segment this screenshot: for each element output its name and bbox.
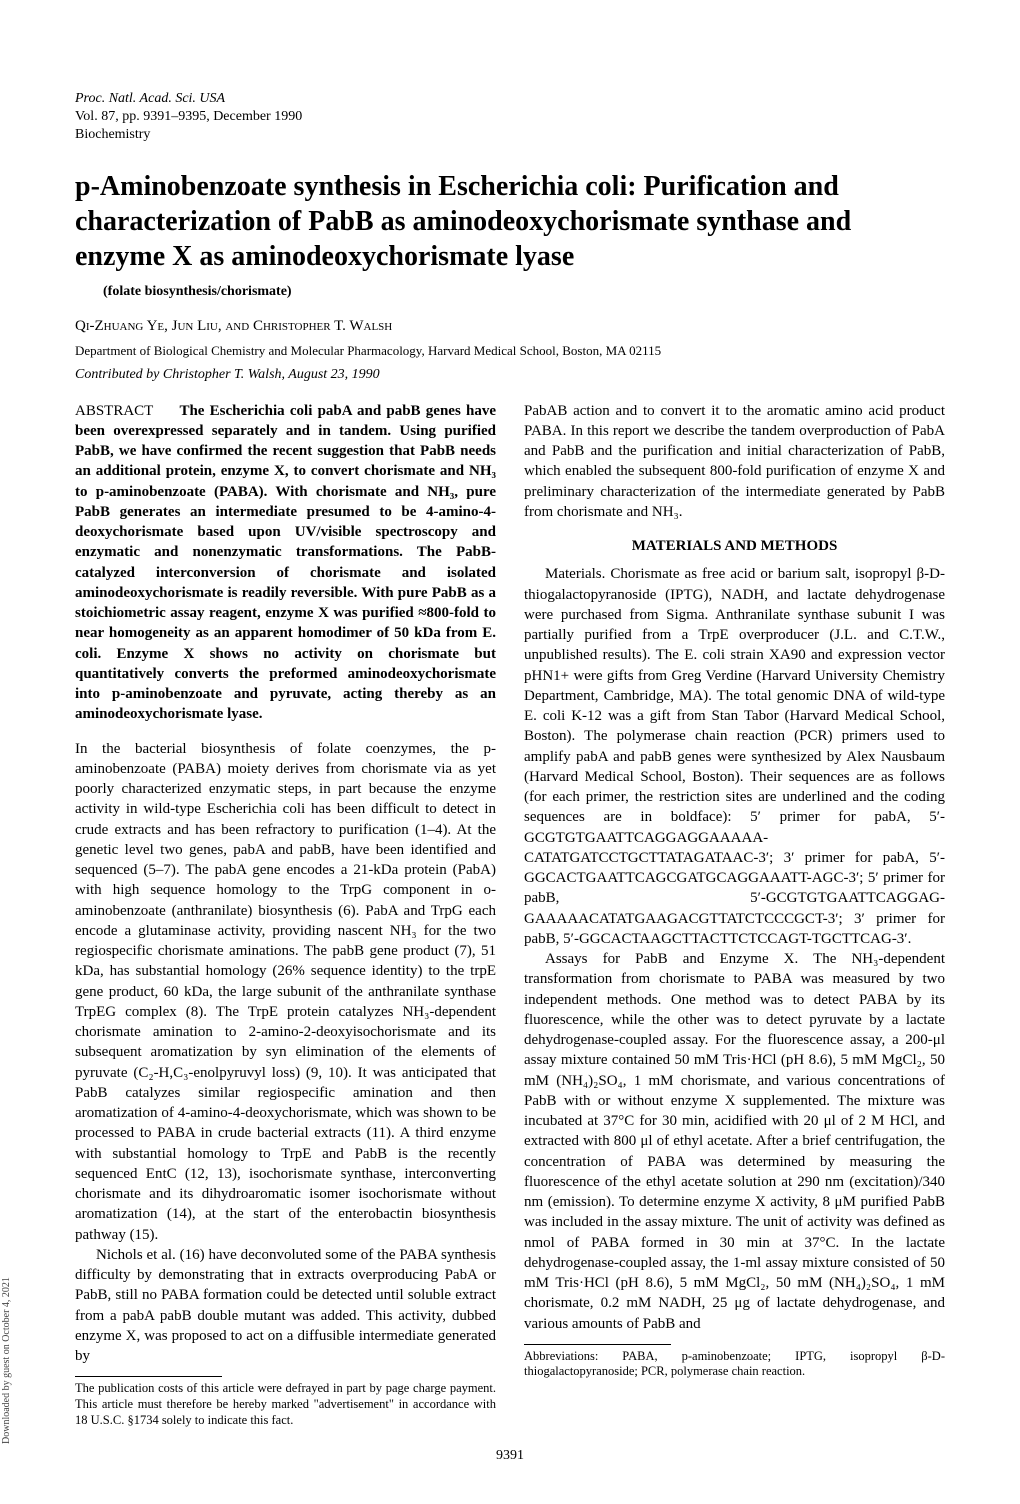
abstract-label: ABSTRACT — [75, 403, 153, 419]
intro-paragraph-1: In the bacterial biosynthesis of folate … — [75, 739, 496, 1245]
authors: Qi-Zhuang Ye, Jun Liu, and Christopher T… — [75, 318, 945, 335]
abstract-paragraph: ABSTRACT The Escherichia coli pabA and p… — [75, 401, 496, 725]
section-heading-materials: MATERIALS AND METHODS — [524, 536, 945, 556]
intro-paragraph-3: PabAB action and to convert it to the ar… — [524, 401, 945, 523]
journal-name: Proc. Natl. Acad. Sci. USA — [75, 90, 945, 108]
footnote-rule-left — [75, 1376, 222, 1377]
download-sidebar: Downloaded by guest on October 4, 2021 — [1, 1277, 12, 1444]
body-columns: ABSTRACT The Escherichia coli pabA and p… — [75, 401, 945, 1429]
journal-header: Proc. Natl. Acad. Sci. USA Vol. 87, pp. … — [75, 90, 945, 145]
footnote-right: Abbreviations: PABA, p-aminobenzoate; IP… — [524, 1349, 945, 1380]
article-title: p-Aminobenzoate synthesis in Escherichia… — [75, 169, 945, 274]
keywords-line: (folate biosynthesis/chorismate) — [103, 284, 945, 300]
intro-paragraph-2: Nichols et al. (16) have deconvoluted so… — [75, 1245, 496, 1367]
contributed-line: Contributed by Christopher T. Walsh, Aug… — [75, 367, 945, 383]
abstract-text: The Escherichia coli pabA and pabB genes… — [75, 403, 496, 723]
materials-paragraph: Materials. Chorismate as free acid or ba… — [524, 564, 945, 949]
footnote-left: The publication costs of this article we… — [75, 1381, 496, 1428]
journal-volume: Vol. 87, pp. 9391–9395, December 1990 — [75, 108, 945, 126]
assays-paragraph: Assays for PabB and Enzyme X. The NH₃-de… — [524, 949, 945, 1334]
footnote-rule-right — [524, 1344, 671, 1345]
affiliation: Department of Biological Chemistry and M… — [75, 343, 945, 359]
journal-section: Biochemistry — [75, 126, 945, 144]
page: Downloaded by guest on October 4, 2021 P… — [0, 0, 1020, 1504]
page-number: 9391 — [75, 1448, 945, 1464]
